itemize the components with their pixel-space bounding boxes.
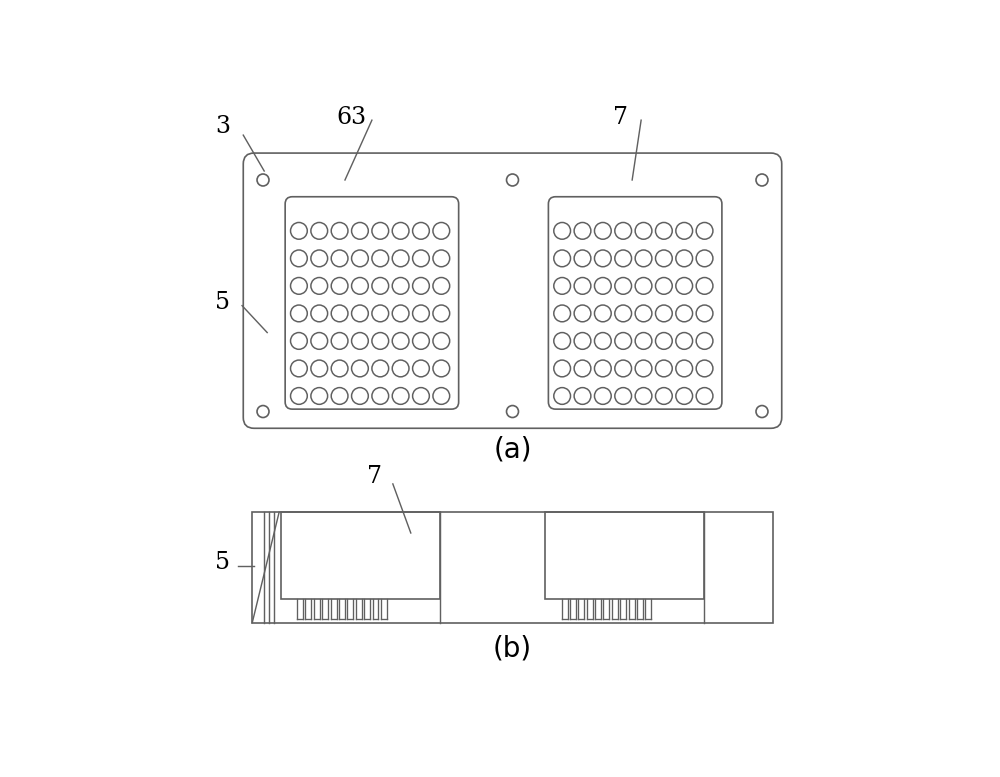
Bar (281, 512, 440, 599)
Text: 7: 7 (613, 106, 628, 129)
Text: (b): (b) (493, 635, 532, 663)
Text: 5: 5 (215, 552, 230, 574)
Text: 7: 7 (367, 465, 382, 488)
Text: (a): (a) (493, 435, 532, 463)
Text: 3: 3 (215, 115, 230, 138)
Text: 63: 63 (336, 106, 366, 129)
Bar (545, 512, 704, 599)
Text: 5: 5 (215, 291, 230, 314)
Bar (252, 512, 773, 622)
